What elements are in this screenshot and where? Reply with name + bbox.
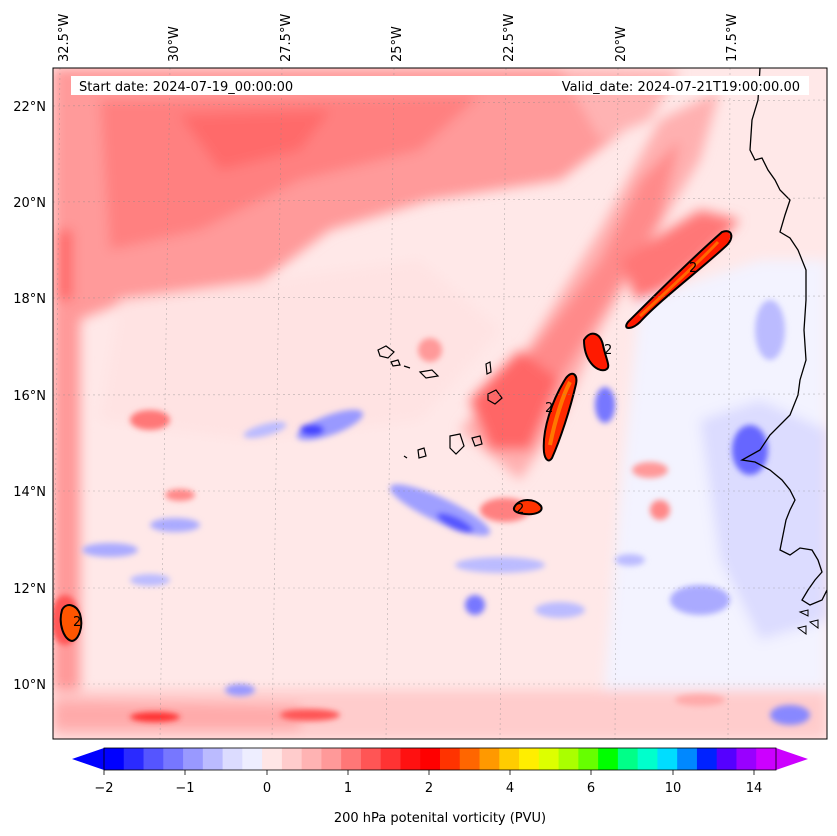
colorbar-segment [677, 748, 698, 770]
colorbar-tick-label: −1 [175, 781, 194, 796]
svg-text:2: 2 [545, 401, 553, 416]
pv-streamers [59, 230, 733, 643]
colorbar-segment [104, 748, 125, 770]
lon-label: 25°W [390, 26, 405, 62]
west-africa-coastline [740, 68, 827, 606]
colorbar-tick-label: 14 [746, 781, 763, 796]
cape-verde-islands [377, 345, 503, 459]
colorbar-segment [499, 748, 520, 770]
map-panel: 2 2 2 2 2 [53, 68, 827, 739]
colorbar-label: 200 hPa potenital vorticity (PVU) [334, 811, 546, 826]
svg-text:2: 2 [689, 261, 697, 276]
colorbar-segment [242, 748, 263, 770]
colorbar-segment [756, 748, 777, 770]
latitude-labels: 22°N 20°N 18°N 16°N 14°N 12°N 10°N [13, 100, 46, 693]
svg-text:2: 2 [516, 502, 524, 517]
colorbar-segment [222, 748, 243, 770]
colorbar-segments [104, 748, 777, 770]
colorbar-tick-label: 10 [665, 781, 682, 796]
lat-label: 22°N [13, 100, 46, 115]
colorbar-segment [657, 748, 678, 770]
lat-label: 20°N [13, 196, 46, 211]
colorbar-segment [479, 748, 500, 770]
colorbar-segment [301, 748, 322, 770]
colorbar-segment [321, 748, 342, 770]
colorbar-segment [558, 748, 579, 770]
colorbar: −2 −1 0 1 2 4 6 10 14 200 hPa potenital vorticit… [72, 747, 808, 826]
lat-label: 14°N [13, 485, 46, 500]
colorbar-tick-label: −2 [94, 781, 113, 796]
colorbar-tick-label: 0 [263, 781, 271, 796]
colorbar-segment [459, 748, 481, 770]
colorbar-tick-label: 6 [587, 781, 595, 796]
colorbar-segment [341, 748, 362, 770]
lon-label: 22.5°W [502, 14, 517, 62]
colorbar-ticks: −2 −1 0 1 2 4 6 10 14 [94, 770, 762, 796]
colorbar-segment [578, 748, 599, 770]
colorbar-extend-high [776, 748, 808, 770]
start-date-label: Start date: 2024-07-19_00:00:00 [79, 80, 293, 95]
colorbar-segment [183, 748, 204, 770]
colorbar-segment [202, 748, 224, 770]
colorbar-segment [380, 748, 401, 770]
colorbar-segment [736, 748, 757, 770]
colorbar-segment [637, 748, 658, 770]
colorbar-segment [519, 748, 540, 770]
lat-label: 10°N [13, 678, 46, 693]
colorbar-segment [360, 748, 382, 770]
colorbar-tick-label: 4 [506, 781, 514, 796]
gridlines [53, 68, 827, 739]
colorbar-frame [103, 747, 777, 771]
lon-label: 17.5°W [725, 14, 740, 62]
colorbar-tick-label: 1 [344, 781, 352, 796]
colorbar-segment [420, 748, 441, 770]
lon-label: 20°W [614, 26, 629, 62]
colorbar-segment [163, 748, 184, 770]
colorbar-segment [716, 748, 737, 770]
colorbar-segment [538, 748, 560, 770]
lon-label: 32.5°W [57, 14, 72, 62]
lat-label: 16°N [13, 389, 46, 404]
colorbar-segment [123, 748, 145, 770]
colorbar-segment [440, 748, 461, 770]
lon-label: 27.5°W [279, 14, 294, 62]
svg-text:2: 2 [73, 615, 81, 630]
colorbar-segment [262, 748, 283, 770]
colorbar-segment [617, 748, 639, 770]
colorbar-segment [400, 748, 421, 770]
contour-labels: 2 2 2 2 2 [73, 261, 697, 630]
lat-label: 18°N [13, 292, 46, 307]
longitude-labels: 32.5°W 30°W 27.5°W 25°W 22.5°W 20°W 17.5… [57, 14, 740, 62]
colorbar-segment [281, 748, 303, 770]
colorbar-segment [598, 748, 619, 770]
lon-label: 30°W [167, 26, 182, 62]
map-frame [52, 67, 828, 740]
colorbar-segment [143, 748, 164, 770]
bissagos-islands [796, 609, 819, 635]
colorbar-tick-label: 2 [425, 781, 433, 796]
colorbar-segment [696, 748, 718, 770]
svg-text:2: 2 [604, 343, 612, 358]
colorbar-extend-low [72, 748, 104, 770]
pv-field-details [53, 300, 810, 725]
valid-date-label: Valid_date: 2024-07-21T19:00:00.00 [562, 80, 800, 95]
date-info-bar [71, 76, 809, 95]
lat-label: 12°N [13, 582, 46, 597]
